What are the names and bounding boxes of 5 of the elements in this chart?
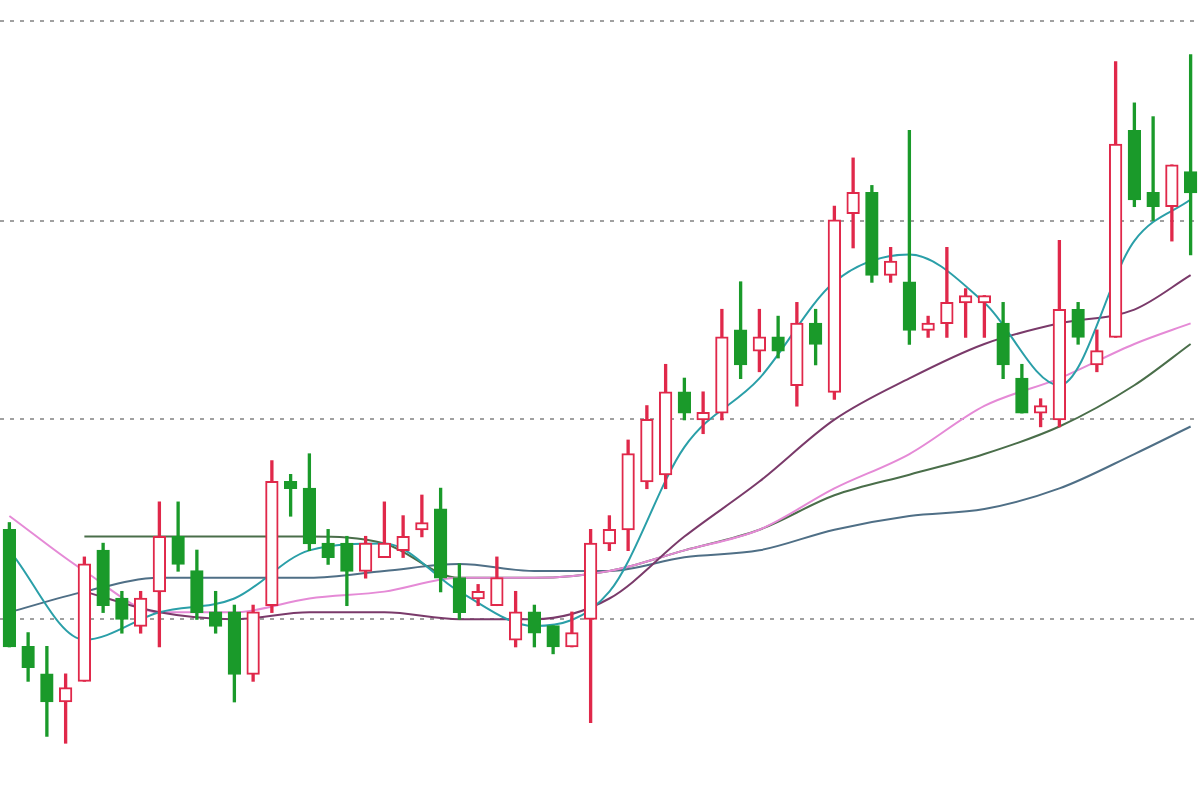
candlestick bbox=[1146, 116, 1160, 221]
candlestick bbox=[846, 157, 860, 249]
candlestick bbox=[696, 391, 710, 435]
candlestick bbox=[940, 247, 954, 338]
candlestick bbox=[415, 494, 429, 538]
